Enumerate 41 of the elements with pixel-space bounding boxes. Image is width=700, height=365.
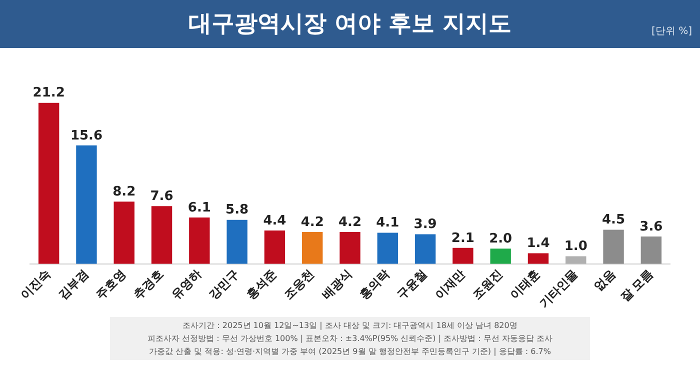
bar: [226, 220, 248, 264]
text: 가중값 산출 및 적용: 성·연령·지역별 가중 부여 (2025년 9월 말 행정안전부 주민등록인구 기준) | 응답률 : 6.7%: [148, 346, 552, 358]
data-label: 1.4: [526, 236, 550, 252]
x-tick-label: 잘 모름: [618, 266, 656, 304]
bar: [189, 218, 210, 264]
bar: [114, 202, 134, 264]
chart-title: 대구광역시장 여야 후보 지지도: [188, 11, 512, 37]
data-label: 8.2: [112, 184, 136, 200]
bar: [566, 256, 586, 264]
data-label: 2.1: [451, 230, 474, 246]
bar: [340, 232, 360, 264]
bar: [414, 234, 436, 264]
bar: [640, 236, 662, 264]
data-label: 6.1: [188, 200, 211, 216]
bar: [38, 102, 60, 264]
data-label: 2.0: [489, 232, 512, 247]
x-tick-label: 없음: [591, 266, 618, 294]
bar: [76, 145, 97, 264]
data-label: 7.6: [150, 189, 174, 204]
bar: [452, 248, 474, 264]
data-label: 1.0: [564, 239, 588, 254]
bar: [377, 232, 398, 264]
data-label: 5.8: [226, 202, 249, 218]
data-label: 3.9: [414, 217, 437, 232]
data-label: 4.4: [263, 213, 286, 228]
data-label: 21.2: [32, 86, 65, 101]
bar: [603, 230, 624, 264]
data-label: 4.5: [602, 212, 626, 228]
bar: [302, 232, 323, 264]
data-label: 4.2: [338, 214, 362, 230]
bar: [151, 206, 172, 264]
data-label: 3.6: [640, 219, 663, 234]
bar: [490, 248, 511, 264]
data-label: 4.1: [376, 216, 400, 231]
text: 피조사자 선정방법 : 무선 가상번호 100% | 표본오차 : ±3.4%P(95% 신뢰수준) | 조사방법 : 무선 자동응답 조사: [146, 333, 554, 345]
chart-subtitle: [단위 %]: [652, 25, 692, 38]
data-label: 4.2: [300, 214, 324, 230]
text: 조사기간 : 2025년 10월 12일~13일 | 조사 대상 및 크기: 대구광역시 18세 이상 남녀 820명: [182, 320, 518, 332]
data-label: 15.6: [70, 128, 103, 144]
bar: [528, 253, 549, 264]
bar: [264, 230, 286, 264]
